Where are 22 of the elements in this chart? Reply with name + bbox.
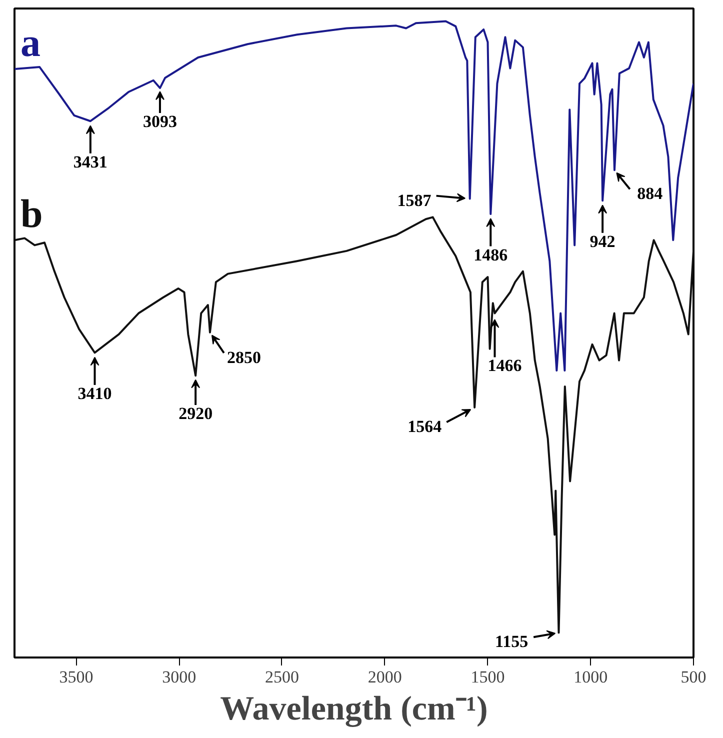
- x-tick-label: 3000: [162, 668, 196, 686]
- x-axis-title: Wavelength (cm⁻¹): [220, 690, 488, 728]
- annotation: 3410: [78, 384, 112, 403]
- annotation: 1564: [408, 417, 442, 436]
- annotation: 1587: [397, 190, 432, 210]
- x-tick-label: 2500: [264, 668, 299, 686]
- x-tick-label: 2000: [368, 668, 402, 686]
- series-label: a: [20, 20, 40, 65]
- x-tick-label: 500: [680, 668, 706, 686]
- x-tick-label: 1000: [574, 668, 608, 686]
- annotation: 2850: [226, 348, 261, 367]
- annotation: 1466: [488, 356, 522, 376]
- annotation: 3431: [73, 152, 108, 172]
- annotation: 1155: [495, 632, 528, 652]
- x-tick-label: 1500: [470, 668, 505, 686]
- series-label: b: [20, 191, 43, 236]
- annotation: 884: [637, 184, 664, 204]
- annotation: 3093: [142, 112, 177, 131]
- annotation: 1486: [474, 245, 508, 264]
- annotation: 2920: [178, 404, 213, 423]
- annotation: 942: [590, 232, 616, 251]
- x-tick-label: 3500: [59, 668, 94, 686]
